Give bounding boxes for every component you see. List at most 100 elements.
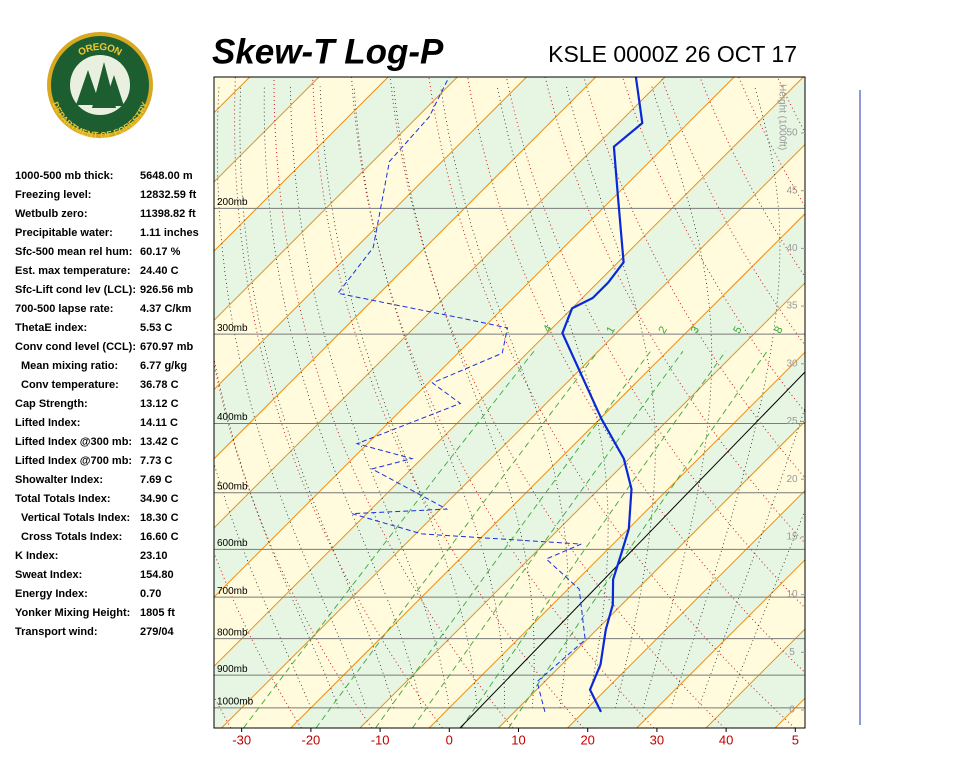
index-label: Sfc-500 mean rel hum: — [15, 246, 132, 258]
chart-subtitle: KSLE 0000Z 26 OCT 17 — [548, 41, 797, 67]
height-label: 0 — [789, 705, 795, 716]
dry-adiabat — [351, 77, 655, 728]
index-label: Yonker Mixing Height: — [15, 607, 130, 619]
mixing-ratio-label: 2 — [657, 324, 670, 335]
index-label: Freezing level: — [15, 189, 91, 201]
mixing-ratio-line — [460, 351, 727, 728]
index-label: Conv cond level (CCL): — [15, 341, 136, 353]
isotherm — [359, 282, 805, 728]
moist-adiabat — [290, 86, 450, 708]
isotherm-band — [214, 77, 805, 728]
index-label: 700-500 lapse rate: — [15, 303, 113, 315]
x-tick-label: -10 — [371, 732, 390, 747]
pressure-label: 500mb — [217, 481, 248, 492]
index-value: 5648.00 m — [140, 170, 193, 182]
height-label: 40 — [786, 243, 798, 254]
index-label: Lifted Index: — [15, 417, 80, 429]
dry-adiabat — [312, 77, 584, 728]
index-label: K Index: — [15, 550, 58, 562]
pressure-label: 600mb — [217, 538, 248, 549]
index-value: 926.56 mb — [140, 284, 193, 296]
isotherm — [498, 420, 805, 728]
height-label: 50 — [786, 128, 798, 139]
index-value: 7.69 C — [140, 474, 172, 486]
chart-title: Skew-T Log-P — [212, 32, 444, 71]
index-value: 0.70 — [140, 588, 161, 600]
index-label: Total Totals Index: — [15, 493, 111, 505]
isotherm — [636, 559, 805, 728]
mixing-ratio-label: 3 — [689, 324, 702, 335]
dry-adiabat — [233, 77, 443, 728]
index-value: 670.97 mb — [140, 341, 193, 353]
logo-top-text: OREGON — [76, 41, 123, 58]
plot-border — [213, 76, 806, 729]
height-label: 45 — [786, 185, 798, 196]
index-value: 5.53 C — [140, 322, 172, 334]
index-value: 18.30 C — [140, 512, 179, 524]
index-value: 24.40 C — [140, 265, 179, 277]
profiles — [337, 77, 805, 728]
index-label: Vertical Totals Index: — [21, 512, 130, 524]
isotherm-band — [844, 77, 960, 728]
index-label: Showalter Index: — [15, 474, 103, 486]
moist-adiabat — [440, 86, 569, 708]
index-label: Est. max temperature: — [15, 265, 131, 277]
x-tick-label: 20 — [580, 732, 594, 747]
mixing-ratio-line — [508, 351, 768, 728]
pressure-label: 400mb — [217, 412, 248, 423]
index-value: 1.11 inches — [140, 227, 199, 239]
pressure-label: 300mb — [217, 323, 248, 334]
logo-trees — [76, 62, 124, 108]
index-value: 14.11 C — [140, 417, 178, 429]
index-value: 1805 ft — [140, 607, 175, 619]
logo-top: OREGON — [76, 41, 123, 58]
height-axis-label: Height (1000ft) — [776, 84, 787, 150]
index-label: Lifted Index @300 mb: — [15, 436, 132, 448]
logo: OREGON DEPARTMENT OF FORESTRY — [47, 32, 153, 140]
moist-adiabat — [670, 86, 781, 709]
index-label: Precipitable water: — [15, 227, 113, 239]
index-label: Sweat Index: — [15, 569, 82, 581]
height-label: 20 — [786, 474, 798, 485]
index-value: 60.17 % — [140, 246, 181, 258]
index-label: Cap Strength: — [15, 398, 88, 410]
dry-adiabat — [622, 77, 805, 413]
isotherm — [567, 489, 805, 728]
x-tick-label: 0 — [446, 732, 453, 747]
moist-adiabat — [393, 86, 535, 708]
plot-background: .4 1 2 3 5 8 — [214, 77, 960, 728]
index-label: Wetbulb zero: — [15, 208, 88, 220]
isotherm — [214, 77, 804, 668]
moist-adiabat — [725, 509, 805, 709]
mixing-ratio-line — [412, 351, 684, 728]
isotherm — [214, 77, 597, 460]
isotherm — [214, 77, 389, 252]
x-tick-label: 30 — [650, 732, 664, 747]
pressure-label: 800mb — [217, 627, 248, 638]
isotherm — [214, 77, 735, 598]
mixing-ratio-line — [315, 351, 599, 728]
moist-adiabat — [239, 86, 395, 708]
index-value: 16.60 C — [140, 531, 179, 543]
pressure-label: 900mb — [217, 664, 248, 675]
index-label: Conv temperature: — [21, 379, 119, 391]
height-label: 15 — [786, 532, 798, 543]
moist-adiabat — [353, 86, 506, 708]
index-label: ThetaE index: — [15, 322, 87, 334]
index-value: 154.80 — [140, 569, 174, 581]
isotherm — [290, 213, 805, 728]
isotherm — [428, 351, 805, 728]
dry-adiabat — [660, 77, 805, 346]
index-value: 11398.82 ft — [140, 208, 196, 220]
height-label: 5 — [789, 647, 795, 658]
index-label: Energy Index: — [15, 588, 88, 600]
index-label: Cross Totals Index: — [21, 531, 122, 543]
height-label: 30 — [786, 358, 798, 369]
mixing-ratio-label: 5 — [731, 324, 744, 335]
index-value: 23.10 — [140, 550, 168, 562]
index-value: 279/04 — [140, 626, 175, 638]
dry-adiabat — [214, 551, 302, 728]
isotherm — [214, 77, 666, 529]
sounding-line — [561, 77, 644, 713]
sounding-line — [337, 77, 586, 713]
